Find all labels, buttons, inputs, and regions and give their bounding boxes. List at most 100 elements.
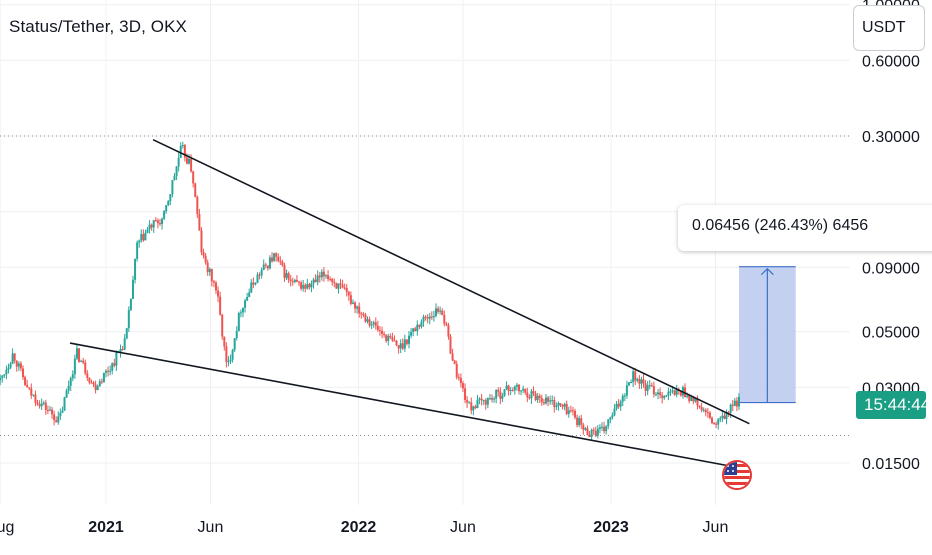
candle-body	[542, 402, 545, 404]
candle-body	[273, 253, 276, 262]
us-flag-icon[interactable]	[722, 460, 752, 490]
candle-body	[594, 430, 597, 436]
candle	[210, 268, 213, 287]
candle	[717, 417, 720, 430]
candle-body	[617, 403, 620, 407]
currency-selector[interactable]: USDT	[853, 5, 925, 51]
candle-body	[15, 360, 18, 367]
candle-body	[105, 370, 107, 373]
candle	[522, 385, 525, 394]
candle-body	[439, 310, 442, 312]
trendline[interactable]	[152, 138, 750, 425]
candle-body	[644, 383, 647, 391]
candle-body	[154, 220, 157, 222]
candle	[30, 383, 33, 399]
candle-body	[729, 404, 732, 413]
candle	[300, 280, 303, 291]
candle	[208, 267, 211, 277]
candle-body	[320, 271, 323, 278]
candle	[468, 400, 471, 404]
trendlines[interactable]	[69, 138, 750, 470]
candle-body	[277, 256, 280, 262]
candle-body	[167, 200, 170, 206]
candle-body	[486, 398, 489, 405]
candle	[144, 229, 147, 241]
candle	[412, 327, 415, 337]
candle	[542, 398, 545, 406]
candle-body	[312, 279, 315, 284]
candle-body	[175, 166, 178, 176]
price-badge: 15:44:44	[856, 391, 930, 419]
y-tick-label: 0.60000	[862, 53, 920, 70]
candle-body	[339, 283, 342, 285]
candle	[617, 399, 620, 409]
candle-body	[505, 385, 508, 390]
x-tick-label: Jun	[450, 519, 476, 536]
candle	[578, 415, 581, 428]
candle	[283, 262, 286, 282]
candle-body	[509, 389, 512, 391]
candle-body	[370, 324, 373, 326]
candle	[567, 406, 570, 418]
candle-body	[590, 429, 593, 437]
candle	[21, 365, 24, 380]
candle-body	[59, 412, 62, 417]
candle-body	[80, 360, 83, 362]
candle	[511, 387, 514, 392]
candle-body	[36, 402, 39, 405]
candle-body	[576, 417, 579, 426]
candle	[206, 259, 209, 276]
candle-body	[410, 331, 413, 336]
candle	[389, 333, 392, 340]
candle-body	[306, 284, 309, 289]
candle-body	[441, 310, 444, 315]
candle	[94, 380, 97, 394]
trendline[interactable]	[69, 342, 747, 470]
candle-body	[549, 400, 552, 402]
candle	[644, 379, 647, 397]
candle-body	[596, 428, 599, 436]
candle-body	[295, 279, 298, 282]
candle	[713, 422, 716, 425]
candle	[422, 314, 425, 327]
candle-body	[351, 302, 354, 304]
candle-body	[214, 282, 217, 291]
candle-body	[667, 391, 670, 396]
candle-body	[235, 331, 238, 339]
candle	[513, 385, 516, 395]
candle	[499, 387, 502, 405]
candle-body	[67, 385, 70, 391]
candle	[17, 361, 20, 371]
candle	[650, 382, 653, 388]
candle	[474, 404, 477, 410]
candle	[605, 425, 608, 435]
candle	[78, 348, 81, 363]
candle-body	[374, 322, 377, 326]
candle-body	[271, 257, 274, 262]
candle	[372, 320, 375, 328]
measure-tool[interactable]	[738, 266, 796, 404]
candle	[154, 217, 157, 222]
candle-body	[383, 333, 386, 336]
candle	[48, 405, 51, 412]
candle	[524, 388, 527, 395]
candle	[627, 381, 630, 387]
candle-body	[580, 418, 583, 425]
candle-body	[61, 410, 64, 413]
candle	[443, 310, 446, 327]
candle	[55, 416, 58, 423]
candle	[273, 252, 276, 262]
candle	[262, 259, 265, 271]
candle	[192, 170, 195, 188]
candle	[549, 395, 552, 405]
candle	[657, 389, 660, 400]
candle-body	[250, 282, 253, 293]
candle-body	[561, 404, 564, 407]
candle	[667, 387, 670, 401]
candle	[698, 405, 701, 409]
candle-body	[237, 313, 240, 332]
candle-body	[200, 230, 203, 253]
candle-body	[148, 224, 151, 230]
